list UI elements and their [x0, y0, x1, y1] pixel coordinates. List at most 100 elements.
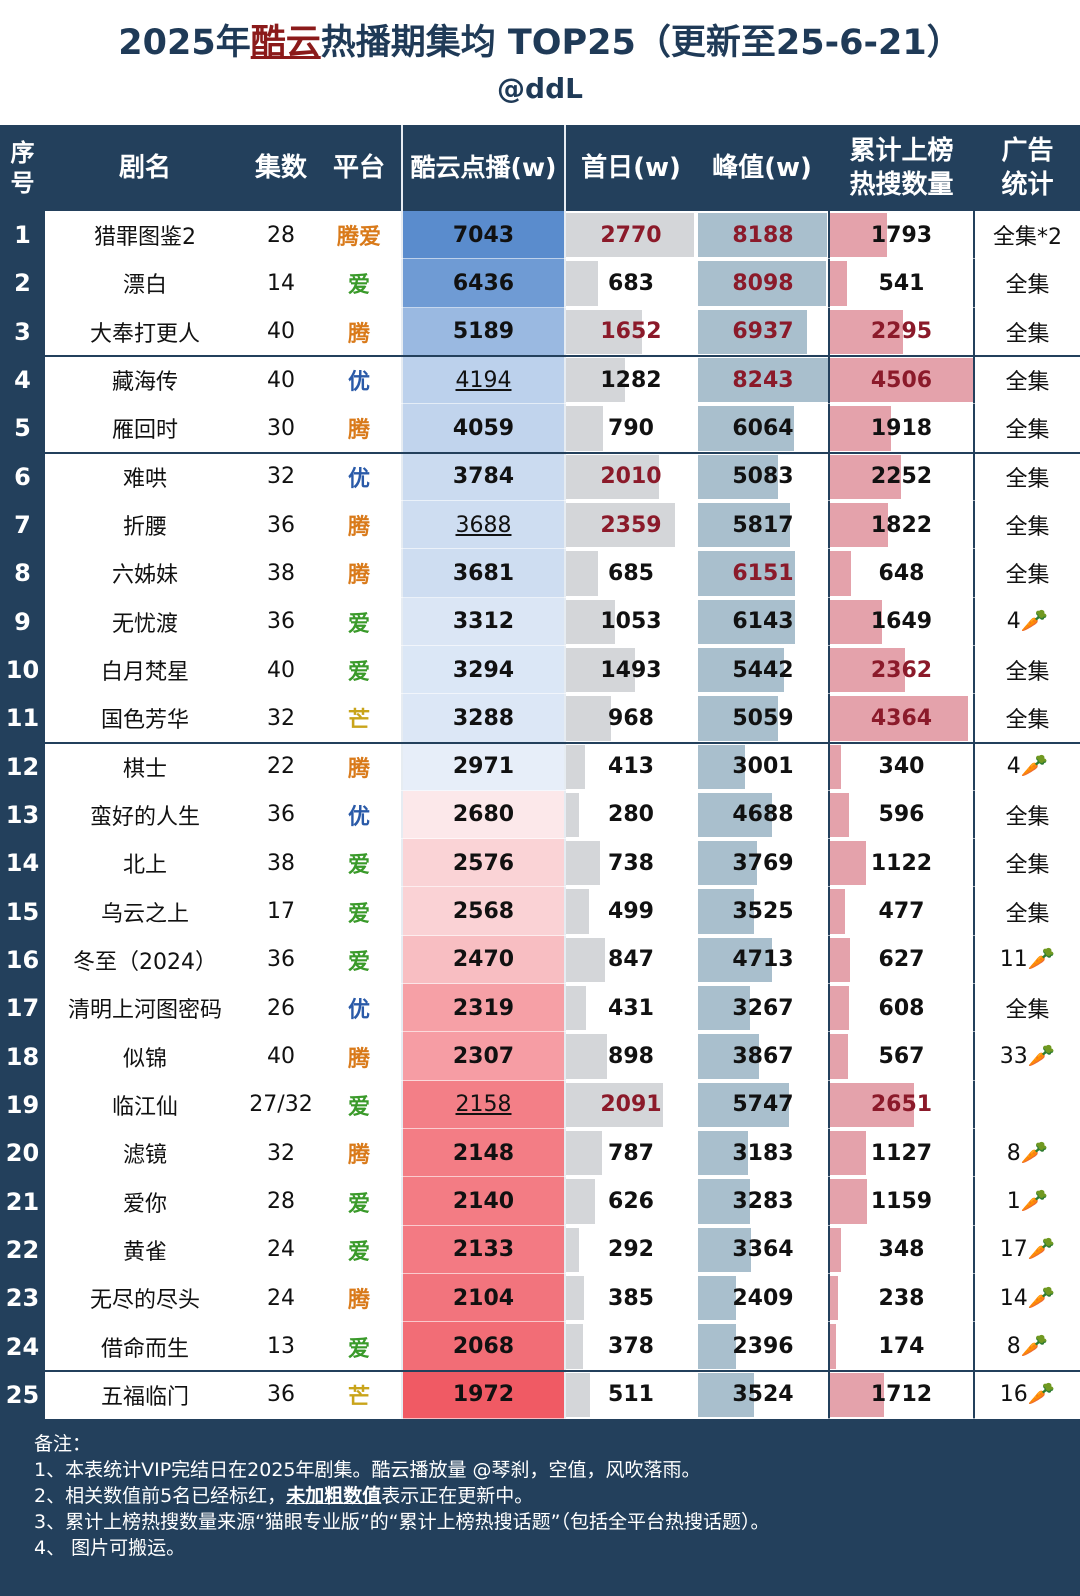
table-row: 3 大奉打更人 40 腾 5189 1652 6937 2295 全集	[0, 307, 1080, 356]
hotsearch-bar	[830, 454, 902, 499]
table-row: 18 似锦 40 腾 2307 898 3867 567 33🥕	[0, 1032, 1080, 1081]
kuyun-value: 3681	[452, 560, 515, 586]
episode-count: 40	[267, 657, 295, 683]
peak-value: 8098	[732, 270, 794, 296]
rank-cell: 11	[0, 694, 45, 743]
peak-value: 3524	[732, 1382, 794, 1408]
row-separator	[45, 886, 1080, 888]
peak-bar	[698, 1227, 752, 1273]
peak-bar	[698, 986, 750, 1031]
platform-label: 爱	[347, 853, 370, 879]
kuyun-value: 2307	[452, 1044, 515, 1070]
kuyun-value: 1972	[452, 1382, 515, 1408]
note-3: 3、累计上榜热搜数量来源“猫眼专业版”的“累计上榜热搜话题”（包括全平台热搜话题…	[34, 1511, 770, 1533]
table-row: 2 漂白 14 爱 6436 683 8098 541 全集	[0, 259, 1080, 308]
platform-label: 腾	[347, 515, 370, 541]
first-day-value: 1493	[600, 657, 662, 683]
column-divider-first	[564, 125, 566, 1419]
hotsearch-bar	[830, 1324, 836, 1369]
ads-value: 全集	[1005, 804, 1050, 830]
hotsearch-bar	[830, 309, 903, 354]
first-day-value: 511	[608, 1382, 654, 1408]
kuyun-value: 2158	[455, 1092, 512, 1118]
kuyun-value: 3288	[452, 705, 515, 731]
drama-name: 爱你	[122, 1191, 167, 1217]
first-day-bar	[566, 1034, 608, 1079]
first-day-bar	[566, 889, 590, 934]
hotsearch-bar	[830, 551, 851, 596]
hotsearch-value: 2252	[870, 464, 933, 490]
hotsearch-value: 541	[878, 270, 925, 296]
platform-label: 爱	[347, 1239, 370, 1265]
kuyun-cell-bg	[403, 645, 564, 695]
rank-cell: 17	[0, 984, 45, 1033]
episode-count: 22	[267, 754, 295, 780]
episode-count: 30	[267, 415, 295, 441]
kuyun-value: 2319	[452, 995, 515, 1021]
first-day-value: 898	[608, 1044, 654, 1070]
hotsearch-value: 608	[878, 995, 925, 1021]
first-day-value: 683	[608, 270, 654, 296]
peak-bar	[698, 1372, 754, 1417]
drama-name: 大奉打更人	[89, 321, 200, 347]
row-separator	[45, 258, 1080, 260]
hotsearch-bar	[830, 502, 888, 548]
kuyun-value: 2576	[452, 850, 515, 876]
ads-value: 全集	[1005, 515, 1050, 541]
drama-name: 乌云之上	[100, 901, 189, 927]
peak-value: 3183	[732, 1140, 794, 1166]
platform-label: 腾爱	[336, 225, 381, 251]
first-day-bar	[566, 1372, 590, 1417]
table-row: 12 棋士 22 腾 2971 413 3001 340 4🥕	[0, 742, 1080, 791]
ads-value: 33🥕	[999, 1044, 1056, 1070]
peak-value: 6151	[732, 560, 794, 586]
header-hotsearch: 累计上榜热搜数量	[830, 125, 973, 211]
header-ads: 广告统计	[975, 125, 1080, 211]
peak-value: 3001	[732, 754, 794, 780]
table-row: 1 猎罪图鉴2 28 腾爱 7043 2770 8188 1793 全集*2	[0, 211, 1080, 260]
platform-label: 优	[347, 370, 370, 396]
kuyun-value: 5189	[452, 319, 515, 345]
drama-name: 北上	[122, 853, 167, 879]
drama-name: 难哄	[122, 466, 167, 492]
drama-name: 无忧渡	[111, 611, 178, 637]
peak-value: 4688	[732, 802, 794, 828]
kuyun-value: 3312	[452, 609, 515, 635]
header-ads-label: 广告统计	[1001, 136, 1054, 200]
drama-name: 借命而生	[100, 1336, 189, 1362]
row-separator	[45, 1031, 1080, 1033]
kuyun-value: 6436	[452, 270, 515, 296]
table-row: 25 五福临门 36 芒 1972 511 3524 1712 16🥕	[0, 1370, 1080, 1419]
first-day-value: 2359	[600, 512, 662, 538]
kuyun-cell-bg	[403, 935, 564, 985]
hotsearch-bar	[830, 599, 883, 644]
rank-cell: 9	[0, 597, 45, 646]
first-day-bar	[566, 454, 659, 499]
hotsearch-value: 596	[878, 802, 925, 828]
peak-value: 2396	[732, 1334, 794, 1360]
row-separator	[45, 1417, 1080, 1419]
episode-count: 26	[267, 995, 295, 1021]
platform-label: 腾	[347, 418, 370, 444]
ads-value: 全集	[1005, 901, 1050, 927]
hotsearch-bar	[830, 937, 850, 983]
hotsearch-value: 1822	[870, 512, 933, 538]
first-day-bar	[566, 696, 611, 741]
first-day-bar	[566, 1276, 584, 1321]
kuyun-value: 2140	[452, 1189, 515, 1215]
table-row: 5 雁回时 30 腾 4059 790 6064 1918 全集	[0, 404, 1080, 453]
peak-bar	[698, 1082, 789, 1128]
first-day-bar	[566, 551, 598, 596]
peak-value: 6937	[732, 319, 794, 345]
rank-cell: 3	[0, 307, 45, 356]
kuyun-value: 7043	[452, 222, 515, 248]
platform-label: 芒	[347, 1384, 370, 1410]
peak-value: 4713	[732, 947, 794, 973]
table-body: 1 猎罪图鉴2 28 腾爱 7043 2770 8188 1793 全集*2 2 漂白 14 爱 6436…	[0, 211, 1080, 1419]
episode-count: 32	[267, 464, 295, 490]
kuyun-cell-bg	[403, 355, 564, 405]
first-day-bar	[566, 309, 643, 354]
hotsearch-bar	[830, 213, 887, 258]
kuyun-cell-bg	[403, 259, 564, 308]
hotsearch-value: 1712	[870, 1382, 933, 1408]
